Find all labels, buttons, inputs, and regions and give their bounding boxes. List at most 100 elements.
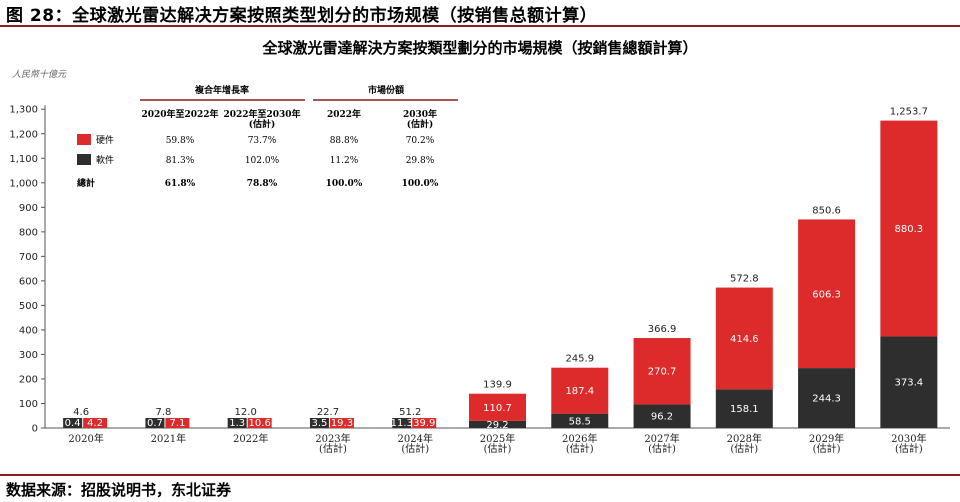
bar-label-hardware: 606.3 [812, 289, 841, 300]
table-cell: 100.0% [402, 179, 439, 189]
table-cell: 100.0% [326, 179, 363, 189]
bar-label-hardware: 4.2 [87, 418, 103, 429]
bar-label-hardware: 19.3 [331, 418, 353, 429]
bar-label-hardware: 110.7 [483, 403, 512, 414]
bar-hardware [715, 287, 773, 390]
table-cell: 88.8% [330, 136, 359, 146]
bar-label-hardware: 10.6 [249, 418, 271, 429]
bar-software [715, 389, 773, 428]
figure-title: 图 28：全球激光雷达解决方案按照类型划分的市场规模（按销售总额计算） [6, 6, 598, 26]
bar-total-label: 850.6 [812, 205, 841, 216]
bar-software [227, 418, 247, 428]
x-tick-label: 2025年 [480, 432, 515, 445]
table-col-header: (估計) [407, 118, 434, 130]
x-tick-label: (估計) [648, 442, 676, 455]
x-tick-label: 2022年 [233, 432, 268, 445]
y-tick-label: 500 [19, 301, 38, 312]
bar-total-label: 51.2 [399, 407, 421, 418]
bar-total-label: 572.8 [730, 274, 759, 285]
bar-software [145, 418, 165, 428]
bar-hardware [83, 418, 108, 428]
y-tick-label: 100 [19, 399, 38, 410]
table-row-label: 總計 [77, 177, 95, 189]
bar-label-hardware: 414.6 [730, 334, 759, 345]
bar-hardware [165, 418, 190, 428]
table-group-header: 市場份額 [368, 84, 404, 96]
bar-software [392, 418, 412, 428]
x-tick-label: 2027年 [644, 432, 679, 445]
y-tick-label: 900 [19, 203, 38, 214]
bar-hardware [633, 338, 691, 405]
bar-software [551, 413, 609, 428]
x-tick-label: 2030年 [891, 432, 926, 445]
bar-total-label: 4.6 [73, 407, 89, 418]
chart-title: 全球激光雷達解決方案按類型劃分的市場規模（按銷售總額計算） [262, 39, 698, 57]
bar-label-hardware: 39.9 [413, 418, 435, 429]
y-tick-label: 1,300 [9, 105, 38, 116]
bar-hardware [469, 393, 526, 421]
table-cell: 61.8% [165, 179, 196, 189]
x-tick-label: 2020年 [68, 432, 103, 445]
bar-label-software: 29.2 [486, 420, 508, 431]
x-tick-label: (估計) [401, 442, 429, 455]
bar-hardware [880, 120, 938, 337]
table-col-header: 2022年 [327, 108, 361, 120]
y-tick-label: 800 [19, 227, 38, 238]
legend-swatch-software [77, 154, 91, 165]
bar-label-software: 244.3 [812, 394, 841, 405]
y-tick-label: 400 [19, 325, 38, 336]
x-tick-label: 2026年 [562, 432, 597, 445]
x-tick-label: (估計) [566, 442, 594, 455]
bar-label-software: 96.2 [651, 412, 673, 423]
bar-label-hardware: 270.7 [648, 367, 677, 378]
table-cell: 81.3% [166, 156, 195, 166]
bar-hardware [247, 418, 272, 428]
bar-label-software: 58.5 [569, 416, 591, 427]
bar-hardware [798, 219, 856, 369]
table-col-header: 2030年 [403, 108, 437, 120]
table-cell: 102.0% [245, 156, 280, 166]
bar-total-label: 1,253.7 [890, 107, 928, 118]
x-tick-label: 2024年 [398, 432, 433, 445]
table-cell: 11.2% [330, 156, 359, 166]
bar-hardware [412, 418, 437, 428]
table-cell: 29.8% [406, 156, 435, 166]
bar-label-software: 3.5 [312, 418, 328, 429]
table-group-header: 複合年增長率 [194, 84, 249, 96]
bar-software [880, 336, 938, 428]
bar-software [633, 404, 691, 428]
bar-total-label: 245.9 [565, 354, 594, 365]
bar-label-software: 0.4 [65, 418, 81, 429]
table-cell: 78.8% [247, 179, 278, 189]
table-cell: 73.7% [248, 136, 277, 146]
table-col-header: 2022年至2030年 [223, 108, 300, 120]
bar-total-label: 366.9 [648, 324, 677, 335]
bar-label-software: 0.7 [147, 418, 163, 429]
bar-label-software: 373.4 [895, 378, 924, 389]
table-cell: 59.8% [166, 136, 195, 146]
x-tick-label: 2029年 [809, 432, 844, 445]
y-tick-label: 300 [19, 350, 38, 361]
legend-label: 硬件 [96, 134, 114, 146]
y-tick-label: 1,200 [9, 129, 38, 140]
title-rule [0, 25, 960, 27]
bar-label-hardware: 7.1 [169, 418, 185, 429]
x-tick-label: (估計) [730, 442, 758, 455]
bar-label-software: 1.3 [229, 418, 245, 429]
y-tick-label: 200 [19, 374, 38, 385]
x-tick-label: 2028年 [727, 432, 762, 445]
legend-swatch-hardware [77, 134, 91, 145]
table-col-header: 2020年至2022年 [141, 108, 218, 120]
bar-label-software: 11.3 [391, 418, 413, 429]
y-tick-label: 700 [19, 252, 38, 263]
y-tick-label: 1,100 [9, 154, 38, 165]
bar-hardware [551, 367, 609, 414]
bar-software [469, 420, 526, 428]
x-tick-label: (估計) [895, 442, 923, 455]
bar-software [309, 418, 329, 428]
bar-total-label: 12.0 [235, 407, 257, 418]
bar-total-label: 22.7 [317, 407, 339, 418]
bar-hardware [329, 418, 354, 428]
source-note: 数据来源：招股说明书，东北证券 [6, 481, 232, 499]
